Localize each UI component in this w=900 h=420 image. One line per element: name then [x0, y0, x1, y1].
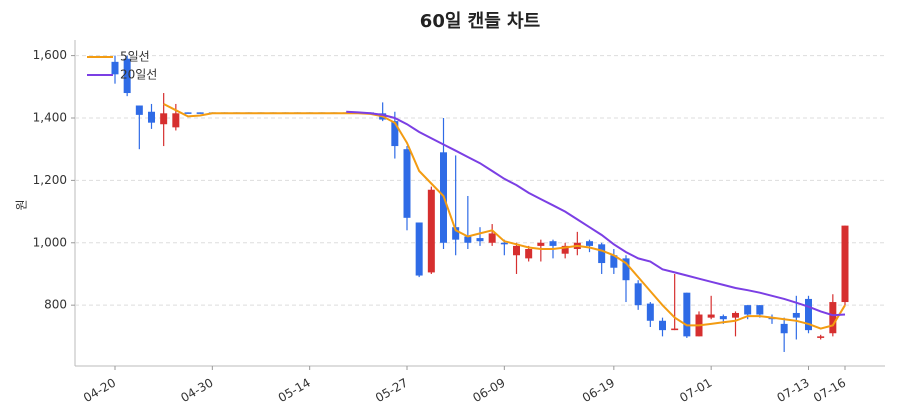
y-tick-label: 1,000: [33, 235, 67, 249]
y-tick-label: 1,400: [33, 110, 67, 124]
candle-body: [805, 298, 812, 331]
candle-body: [829, 302, 837, 334]
candle-body: [634, 283, 642, 306]
x-tick-label: 04-20: [81, 376, 118, 406]
ma-line: [346, 110, 846, 317]
candle-body: [135, 105, 143, 115]
candle-body: [160, 113, 168, 125]
candle-body: [415, 222, 423, 276]
candle-body: [610, 255, 618, 268]
x-tick-label: 07-13: [775, 376, 812, 406]
x-tick-label: 07-01: [677, 376, 714, 406]
x-tick-label: 06-19: [580, 376, 617, 406]
candle-body: [537, 242, 545, 246]
candle-body: [111, 61, 119, 75]
candle-body: [756, 305, 764, 315]
candle-body: [744, 305, 752, 315]
candle-body: [403, 149, 411, 218]
candle-body: [561, 245, 569, 254]
ma-line: [163, 103, 846, 330]
candle-body: [586, 241, 593, 246]
legend-label: 20일선: [120, 68, 157, 82]
y-tick-label: 1,200: [33, 173, 67, 187]
x-tick-label: 07-16: [811, 376, 848, 406]
candle-body: [427, 189, 435, 273]
legend-label: 5일선: [120, 50, 150, 64]
x-tick-label: 06-09: [470, 376, 507, 406]
candle-body: [172, 113, 180, 128]
candle-body: [622, 258, 630, 281]
candle-body: [707, 314, 715, 318]
candle-body: [500, 242, 508, 245]
candle-body: [732, 312, 739, 318]
candle-body: [659, 320, 666, 331]
candle-body: [513, 245, 520, 256]
candle-body: [476, 238, 484, 242]
candle-body: [598, 244, 606, 264]
chart-title: 60일 캔들 차트: [420, 11, 540, 32]
candle-body: [184, 112, 192, 114]
candle-body: [488, 233, 496, 243]
candle-body: [646, 303, 654, 321]
x-tick-label: 05-14: [276, 376, 313, 406]
candle-body: [792, 312, 800, 318]
candle-body: [671, 328, 679, 331]
candle-body: [841, 225, 849, 303]
candle-body: [464, 236, 472, 243]
candle-body: [719, 316, 727, 320]
candle-body: [525, 249, 533, 259]
candle-body: [123, 58, 131, 94]
candle-body: [683, 292, 691, 337]
candle-body: [780, 323, 788, 334]
candle-body: [452, 227, 460, 240]
candle-body: [148, 111, 155, 123]
candle-body: [549, 241, 557, 246]
candle-body: [391, 121, 399, 147]
y-axis-title: 원: [15, 199, 29, 210]
y-tick-label: 800: [44, 298, 67, 312]
x-tick-label: 05-27: [373, 376, 410, 406]
x-tick-label: 04-30: [178, 376, 215, 406]
candle-body: [817, 336, 825, 338]
y-tick-label: 1,600: [33, 48, 67, 62]
candle-body: [196, 112, 204, 114]
